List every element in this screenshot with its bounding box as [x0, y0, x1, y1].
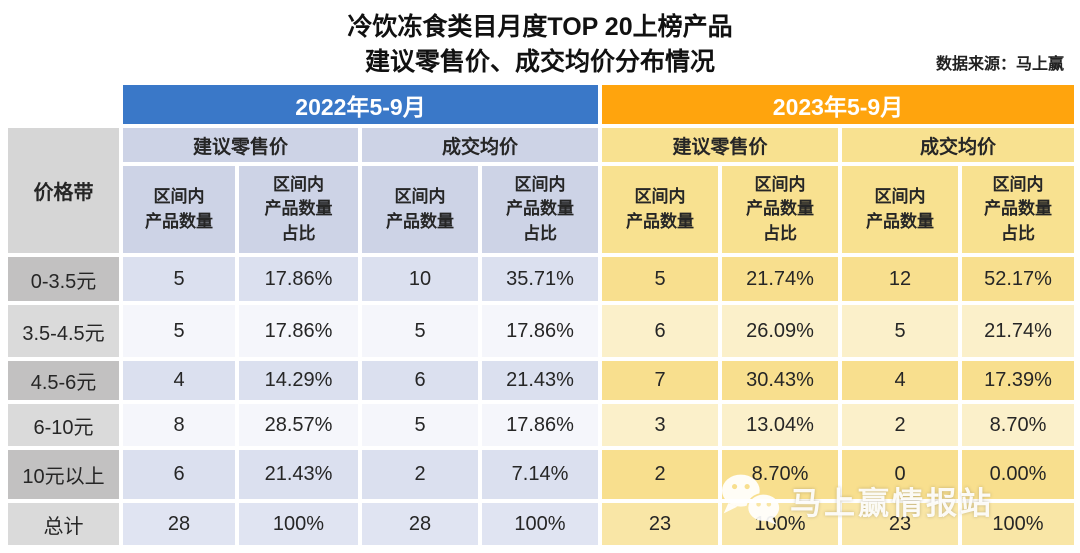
table-cell: 14.29% — [239, 361, 358, 400]
table-cell: 0.00% — [962, 450, 1074, 499]
table-cell: 6 — [362, 361, 478, 400]
table-cell: 10 — [362, 257, 478, 301]
row-band-label: 总计 — [8, 503, 119, 545]
table-cell: 28 — [362, 503, 478, 545]
table-cell: 17.86% — [482, 305, 598, 357]
subheader-share: 区间内 产品数量 占比 — [239, 166, 358, 253]
table-cell: 13.04% — [722, 404, 838, 446]
table-cell: 17.86% — [239, 305, 358, 357]
group-header-suggested-2022: 建议零售价 — [123, 128, 358, 162]
title-line1: 冷饮冻食类目月度TOP 20上榜产品 — [347, 13, 733, 41]
table-cell: 8 — [123, 404, 235, 446]
subheader-share: 区间内 产品数量 占比 — [722, 166, 838, 253]
table-cell: 5 — [842, 305, 958, 357]
table-cell: 4 — [123, 361, 235, 400]
table-cell: 17.86% — [239, 257, 358, 301]
table-cell: 6 — [123, 450, 235, 499]
table-cell: 100% — [722, 503, 838, 545]
subheader-share: 区间内 产品数量 占比 — [962, 166, 1074, 253]
table-cell: 2 — [602, 450, 718, 499]
subheader-share: 区间内 产品数量 占比 — [482, 166, 598, 253]
table-cell: 100% — [239, 503, 358, 545]
page-title: 冷饮冻食类目月度TOP 20上榜产品 建议零售价、成交均价分布情况 — [0, 10, 1080, 80]
table-cell: 21.43% — [239, 450, 358, 499]
table-cell: 4 — [842, 361, 958, 400]
group-header-transacted-2023: 成交均价 — [842, 128, 1074, 162]
group-header-suggested-2023: 建议零售价 — [602, 128, 838, 162]
column-header-price-band: 价格带 — [8, 128, 119, 253]
data-source-label: 数据来源：马上赢 — [935, 56, 1064, 73]
table-cell: 21.74% — [722, 257, 838, 301]
table-cell: 8.70% — [962, 404, 1074, 446]
subheader-count: 区间内 产品数量 — [123, 166, 235, 253]
period-header-2022: 2022年5-9月 — [123, 85, 598, 124]
table-cell: 5 — [362, 404, 478, 446]
table-cell: 2 — [362, 450, 478, 499]
row-band-label: 3.5-4.5元 — [8, 305, 119, 357]
table-cell: 23 — [602, 503, 718, 545]
period-header-2023: 2023年5-9月 — [602, 85, 1074, 124]
row-band-label: 0-3.5元 — [8, 257, 119, 301]
table-cell: 17.39% — [962, 361, 1074, 400]
table-cell: 23 — [842, 503, 958, 545]
table-cell: 12 — [842, 257, 958, 301]
table-cell: 28.57% — [239, 404, 358, 446]
subheader-count: 区间内 产品数量 — [842, 166, 958, 253]
subheader-count: 区间内 产品数量 — [602, 166, 718, 253]
table-cell: 35.71% — [482, 257, 598, 301]
table-cell: 8.70% — [722, 450, 838, 499]
table-cell: 17.86% — [482, 404, 598, 446]
table-cell: 5 — [602, 257, 718, 301]
table-cell: 100% — [962, 503, 1074, 545]
table-cell: 7.14% — [482, 450, 598, 499]
table-cell: 5 — [123, 305, 235, 357]
row-band-label: 4.5-6元 — [8, 361, 119, 400]
table-cell: 21.43% — [482, 361, 598, 400]
group-header-transacted-2022: 成交均价 — [362, 128, 598, 162]
row-band-label: 6-10元 — [8, 404, 119, 446]
table-cell: 6 — [602, 305, 718, 357]
row-band-label: 10元以上 — [8, 450, 119, 499]
title-line2: 建议零售价、成交均价分布情况 — [364, 48, 715, 76]
table-cell: 100% — [482, 503, 598, 545]
table-cell: 52.17% — [962, 257, 1074, 301]
table-cell: 28 — [123, 503, 235, 545]
table-cell: 7 — [602, 361, 718, 400]
price-distribution-table: 2022年5-9月 2023年5-9月 价格带 建议零售价 成交均价 建议零售价… — [8, 85, 1074, 545]
table-cell: 26.09% — [722, 305, 838, 357]
table-cell: 21.74% — [962, 305, 1074, 357]
table-cell: 0 — [842, 450, 958, 499]
table-cell: 30.43% — [722, 361, 838, 400]
table-cell: 3 — [602, 404, 718, 446]
table-cell: 2 — [842, 404, 958, 446]
table-cell: 5 — [362, 305, 478, 357]
table-cell: 5 — [123, 257, 235, 301]
subheader-count: 区间内 产品数量 — [362, 166, 478, 253]
